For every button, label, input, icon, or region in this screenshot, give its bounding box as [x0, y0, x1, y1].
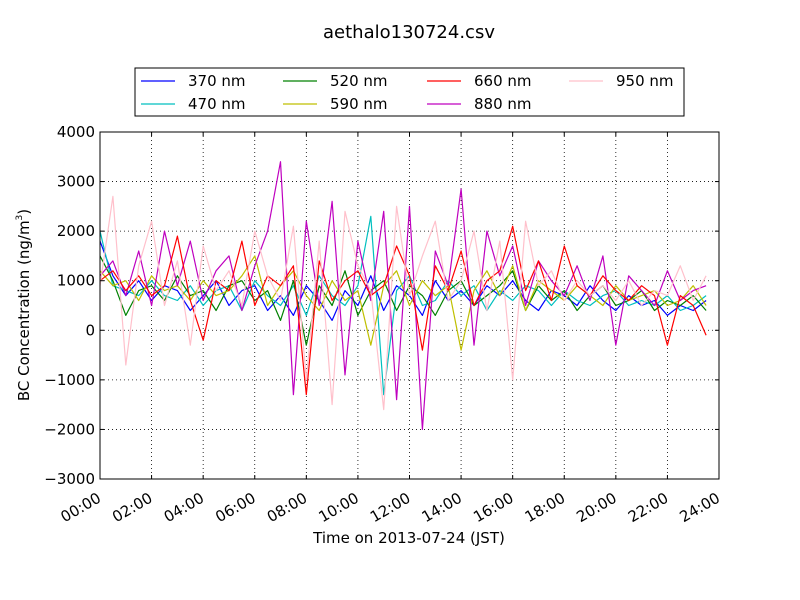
legend-item: 370 nm	[141, 72, 246, 90]
x-tick-label: 12:00	[367, 489, 413, 526]
y-axis-label-superscript: 3	[15, 215, 25, 221]
legend-label: 590 nm	[330, 95, 388, 113]
legend-label: 520 nm	[330, 72, 388, 90]
y-tick-label: 0	[85, 321, 95, 339]
legend-label: 660 nm	[474, 72, 532, 90]
x-tick-label: 14:00	[419, 489, 465, 526]
series-line-950-nm	[99, 195, 707, 411]
x-tick-label: 00:00	[58, 489, 104, 526]
y-axis-label-main: BC Concentration (ng/m	[15, 220, 33, 401]
legend-item: 590 nm	[283, 95, 388, 113]
series-line-660-nm	[99, 225, 707, 396]
legend-item: 660 nm	[427, 72, 532, 90]
legend-item: 470 nm	[141, 95, 246, 113]
series-line-880-nm	[99, 161, 707, 430]
legend-item: 950 nm	[569, 72, 674, 90]
x-tick-label: 08:00	[264, 489, 310, 526]
x-axis-label: Time on 2013-07-24 (JST)	[312, 529, 505, 547]
x-tick-label: 04:00	[161, 489, 207, 526]
y-tick-label: −1000	[44, 371, 95, 389]
x-tick-labels: 00:00 02:00 04:00 06:00 08:00 10:00 12:00 14:00…	[58, 489, 723, 526]
legend-label: 950 nm	[616, 72, 674, 90]
axis-ticks	[99, 131, 720, 480]
legend: 370 nm 470 nm 520 nm 590 nm 660 nm 880 nm 950 …	[134, 67, 685, 117]
legend-item: 880 nm	[427, 95, 532, 113]
y-tick-label: 4000	[57, 123, 95, 141]
x-tick-label: 06:00	[212, 489, 258, 526]
y-tick-labels: −3000 −2000 −1000 0 1000 2000 3000 4000	[44, 123, 95, 488]
legend-frame	[134, 67, 685, 117]
x-tick-label: 10:00	[315, 489, 361, 526]
plot-area	[99, 161, 707, 430]
series-line-470-nm	[99, 215, 707, 396]
legend-label: 880 nm	[474, 95, 532, 113]
y-tick-label: 3000	[57, 173, 95, 191]
x-tick-label: 02:00	[109, 489, 155, 526]
x-tick-label: 18:00	[522, 489, 568, 526]
x-tick-label: 24:00	[677, 489, 723, 526]
y-tick-label: 2000	[57, 222, 95, 240]
series-line-590-nm	[99, 255, 707, 351]
y-tick-label: 1000	[57, 272, 95, 290]
x-tick-label: 22:00	[625, 489, 671, 526]
y-axis-label: BC Concentration (ng/m3)	[15, 209, 33, 401]
y-tick-label: −2000	[44, 420, 95, 438]
legend-label: 370 nm	[188, 72, 246, 90]
chart-title: aethalo130724.csv	[323, 22, 495, 43]
y-axis-label-suffix: )	[15, 209, 33, 215]
x-tick-label: 16:00	[470, 489, 516, 526]
x-tick-label: 20:00	[573, 489, 619, 526]
legend-label: 470 nm	[188, 95, 246, 113]
legend-item: 520 nm	[283, 72, 388, 90]
y-tick-label: −3000	[44, 470, 95, 488]
